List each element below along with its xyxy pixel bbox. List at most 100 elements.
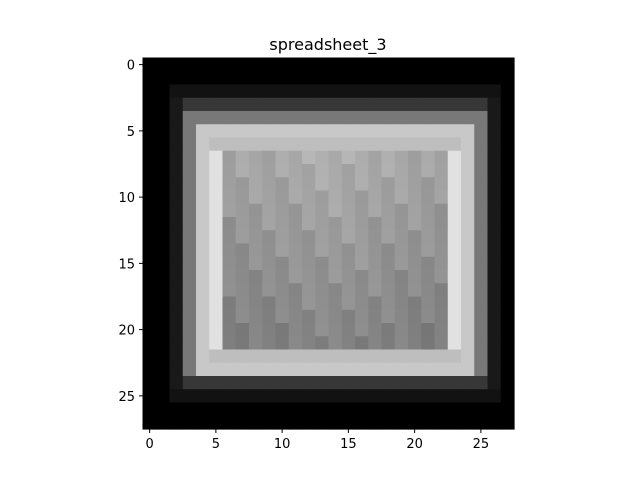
heatmap-cell xyxy=(381,58,396,72)
heatmap-cell xyxy=(196,190,210,205)
heatmap-cell xyxy=(394,164,409,178)
heatmap-cell xyxy=(408,376,422,390)
heatmap-cell xyxy=(355,243,369,258)
heatmap-cell xyxy=(500,283,515,298)
heatmap-cell xyxy=(249,336,263,351)
heatmap-cell xyxy=(315,296,330,311)
heatmap-cell xyxy=(235,362,250,377)
heatmap-cell xyxy=(461,256,475,271)
heatmap-cell xyxy=(209,203,224,218)
heatmap-cell xyxy=(143,230,157,245)
heatmap-cell xyxy=(169,283,184,298)
heatmap-cell xyxy=(368,190,383,205)
heatmap-cell xyxy=(461,283,475,298)
heatmap-cell xyxy=(288,137,303,152)
heatmap-cell xyxy=(235,71,250,86)
heatmap-cell xyxy=(421,164,436,178)
heatmap-cell xyxy=(235,177,250,192)
heatmap-cell xyxy=(447,111,462,125)
heatmap-cell xyxy=(461,336,475,351)
heatmap-cell xyxy=(275,309,290,324)
heatmap-cell xyxy=(288,230,303,245)
heatmap-cell xyxy=(196,243,210,258)
heatmap-cell xyxy=(182,336,197,351)
heatmap-cell xyxy=(355,283,369,298)
heatmap-cell xyxy=(275,256,290,271)
heatmap-cell xyxy=(381,164,396,178)
heatmap-cell xyxy=(368,137,383,152)
heatmap-cell xyxy=(302,283,316,298)
heatmap-cell xyxy=(500,190,515,205)
heatmap-cell xyxy=(328,309,343,324)
heatmap-cell xyxy=(434,349,449,364)
heatmap-cell xyxy=(434,58,449,72)
heatmap-cell xyxy=(421,296,436,311)
heatmap-cell xyxy=(315,230,330,245)
heatmap-cell xyxy=(315,58,330,72)
heatmap-cell xyxy=(394,217,409,231)
heatmap-cell xyxy=(143,362,157,377)
heatmap-cell xyxy=(169,71,184,86)
heatmap-cell xyxy=(394,177,409,192)
heatmap-cell xyxy=(262,323,277,337)
heatmap-cell xyxy=(288,150,303,165)
heatmap-cell xyxy=(222,217,237,231)
heatmap-cell xyxy=(381,190,396,205)
heatmap-cell xyxy=(235,111,250,125)
heatmap-cell xyxy=(143,190,157,205)
heatmap-cell xyxy=(262,389,277,404)
heatmap-cell xyxy=(196,270,210,284)
heatmap-cell xyxy=(341,376,356,390)
heatmap-cell xyxy=(235,164,250,178)
heatmap-cell xyxy=(341,323,356,337)
heatmap-cell xyxy=(249,217,263,231)
heatmap-cell xyxy=(408,177,422,192)
heatmap-cell xyxy=(421,203,436,218)
heatmap-cell xyxy=(302,217,316,231)
heatmap-cell xyxy=(275,203,290,218)
y-tick-label: 20 xyxy=(118,324,135,339)
heatmap-cell xyxy=(394,309,409,324)
heatmap-cell xyxy=(196,230,210,245)
heatmap-cell xyxy=(341,71,356,86)
heatmap-cell xyxy=(408,84,422,99)
heatmap-cell xyxy=(381,256,396,271)
heatmap-cell xyxy=(368,376,383,390)
heatmap-cell xyxy=(156,164,171,178)
heatmap-cell xyxy=(394,283,409,298)
heatmap-cell xyxy=(394,296,409,311)
heatmap-cell xyxy=(288,111,303,125)
heatmap-cell xyxy=(315,402,330,417)
heatmap-cell xyxy=(262,217,277,231)
heatmap-cell xyxy=(249,230,263,245)
heatmap-cell xyxy=(368,58,383,72)
heatmap-cell xyxy=(447,217,462,231)
heatmap-cell xyxy=(315,336,330,351)
heatmap-cell xyxy=(474,362,489,377)
heatmap-cell xyxy=(143,415,157,430)
heatmap-cell xyxy=(235,376,250,390)
heatmap-cell xyxy=(209,323,224,337)
heatmap-cell xyxy=(288,217,303,231)
heatmap-cell xyxy=(474,415,489,430)
heatmap-cell xyxy=(315,137,330,152)
heatmap-cell xyxy=(474,283,489,298)
heatmap-cell xyxy=(355,415,369,430)
heatmap-cell xyxy=(421,283,436,298)
heatmap-cell xyxy=(328,190,343,205)
heatmap-cell xyxy=(434,256,449,271)
heatmap-cell xyxy=(169,296,184,311)
heatmap-cell xyxy=(341,177,356,192)
heatmap-cell xyxy=(434,84,449,99)
heatmap-cell xyxy=(355,336,369,351)
heatmap-cell xyxy=(143,389,157,404)
heatmap-cell xyxy=(156,270,171,284)
heatmap-cell xyxy=(487,243,502,258)
heatmap-cell xyxy=(156,362,171,377)
heatmap-cell xyxy=(355,177,369,192)
heatmap-cell xyxy=(500,97,515,112)
heatmap-cell xyxy=(394,389,409,404)
heatmap-cell xyxy=(156,323,171,337)
heatmap-cell xyxy=(169,415,184,430)
heatmap-cell xyxy=(368,296,383,311)
